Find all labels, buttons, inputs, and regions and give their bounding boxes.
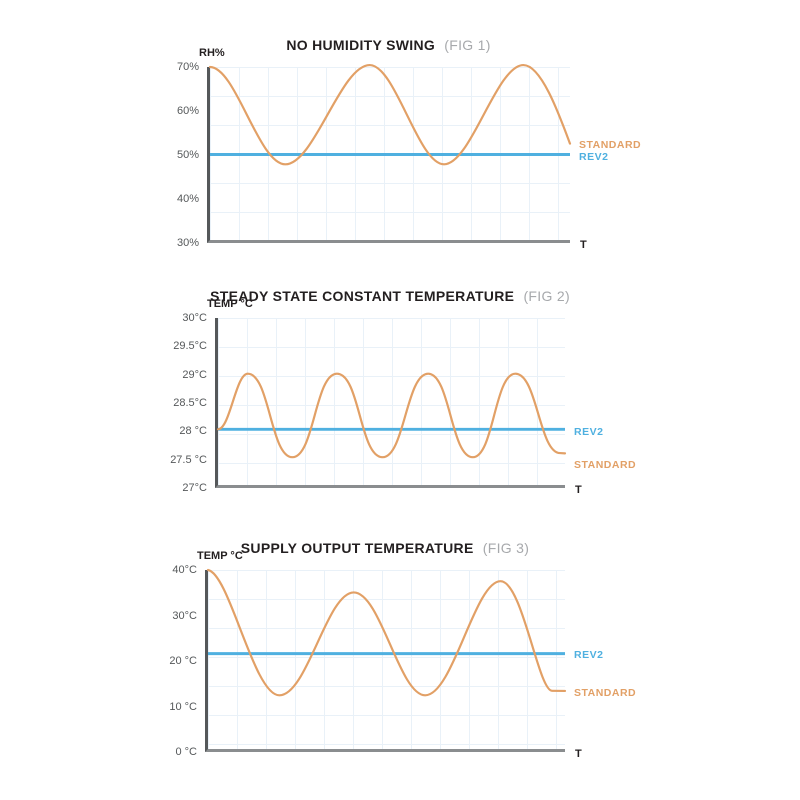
figure-3-y-axis-label: TEMP °C	[197, 550, 243, 562]
figure-3-standard-curve	[206, 568, 567, 697]
figure-1-ytick-50: 50%	[176, 149, 199, 161]
figure-1-ytick-30: 30%	[176, 237, 199, 249]
figure-1-title-text: NO HUMIDITY SWING	[286, 37, 436, 53]
figure-3-fig-label: (FIG 3)	[482, 540, 530, 556]
figure-3-rev2-label: REV2	[574, 648, 604, 661]
figure-3-ytick-0: 0 °C	[175, 746, 197, 758]
figure-2-y-axis-label: TEMP °C	[207, 298, 253, 310]
figure-3-series-svg	[206, 568, 567, 697]
figure-2-steady-state-chart: STEADY STATE CONSTANT TEMPERATURE (FIG 2…	[170, 288, 635, 496]
figure-2-ytick-27-5: 27.5 °C	[170, 453, 207, 466]
figure-3-title: SUPPLY OUTPUT TEMPERATURE (FIG 3)	[241, 540, 529, 556]
figure-3-ytick-40: 40°C	[172, 564, 197, 576]
figure-1-standard-curve	[208, 63, 572, 166]
figure-2-ytick-29-5: 29.5°C	[173, 340, 207, 353]
figure-3-ytick-20: 20 °C	[169, 655, 197, 667]
figure-1-y-axis-label: RH%	[199, 47, 225, 59]
figure-1-x-axis-label: T	[580, 239, 587, 251]
figure-2-fig-label: (FIG 2)	[523, 288, 570, 304]
figure-3-standard-label: STANDARD	[574, 687, 637, 700]
figure-1-standard-label: STANDARD	[579, 138, 642, 151]
figure-3-title-text: SUPPLY OUTPUT TEMPERATURE	[240, 540, 474, 556]
figure-1-ytick-70: 70%	[176, 61, 199, 73]
figure-1-ytick-60: 60%	[176, 105, 199, 117]
figure-2-x-axis-label: T	[575, 484, 582, 496]
figure-2-title-text: STEADY STATE CONSTANT TEMPERATURE	[210, 288, 515, 304]
figure-2-plot-area	[215, 318, 567, 488]
figure-3-ytick-30: 30°C	[172, 609, 197, 622]
figure-2-ytick-27: 27°C	[182, 482, 207, 494]
figure-2-ytick-28-5: 28.5°C	[173, 397, 207, 409]
figure-2-rev2-label: REV2	[574, 425, 604, 438]
figure-2-ytick-29: 29°C	[182, 368, 207, 381]
figure-2-series-svg	[216, 372, 567, 459]
figure-3-plot-area	[205, 568, 567, 752]
figure-1-title: NO HUMIDITY SWING (FIG 1)	[286, 37, 490, 53]
figure-1-rev2-label: REV2	[579, 150, 609, 163]
figure-1-humidity-chart: NO HUMIDITY SWING (FIG 1) RH% 70% 60% 50…	[177, 37, 641, 251]
figure-1-series-svg	[208, 63, 572, 166]
figure-2-ytick-28: 28 °C	[179, 425, 207, 438]
figure-1-plot-area	[207, 63, 572, 243]
figure-2-title: STEADY STATE CONSTANT TEMPERATURE (FIG 2…	[210, 288, 570, 304]
figure-1-ytick-40: 40%	[176, 193, 199, 205]
figure-2-standard-label: STANDARD	[574, 459, 637, 472]
figure-3-x-axis-label: T	[575, 748, 582, 760]
figure-3-supply-output-chart: SUPPLY OUTPUT TEMPERATURE (FIG 3) TEMP °…	[169, 540, 635, 760]
figure-2-standard-curve	[216, 372, 567, 459]
figure-3-ytick-10: 10 °C	[169, 700, 197, 713]
figure-1-fig-label: (FIG 1)	[444, 37, 491, 53]
figure-2-ytick-30: 30°C	[182, 312, 207, 324]
